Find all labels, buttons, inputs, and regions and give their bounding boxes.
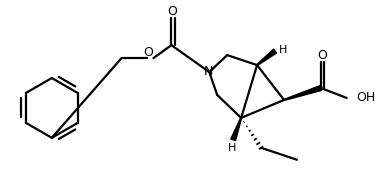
Polygon shape [257,49,277,66]
Polygon shape [231,118,242,141]
Text: O: O [144,46,154,59]
Text: H: H [228,143,236,153]
Text: N: N [204,64,213,78]
Text: O: O [317,49,327,62]
Polygon shape [284,86,321,100]
Text: H: H [279,45,287,55]
Text: OH: OH [357,92,376,104]
Text: O: O [168,5,177,18]
